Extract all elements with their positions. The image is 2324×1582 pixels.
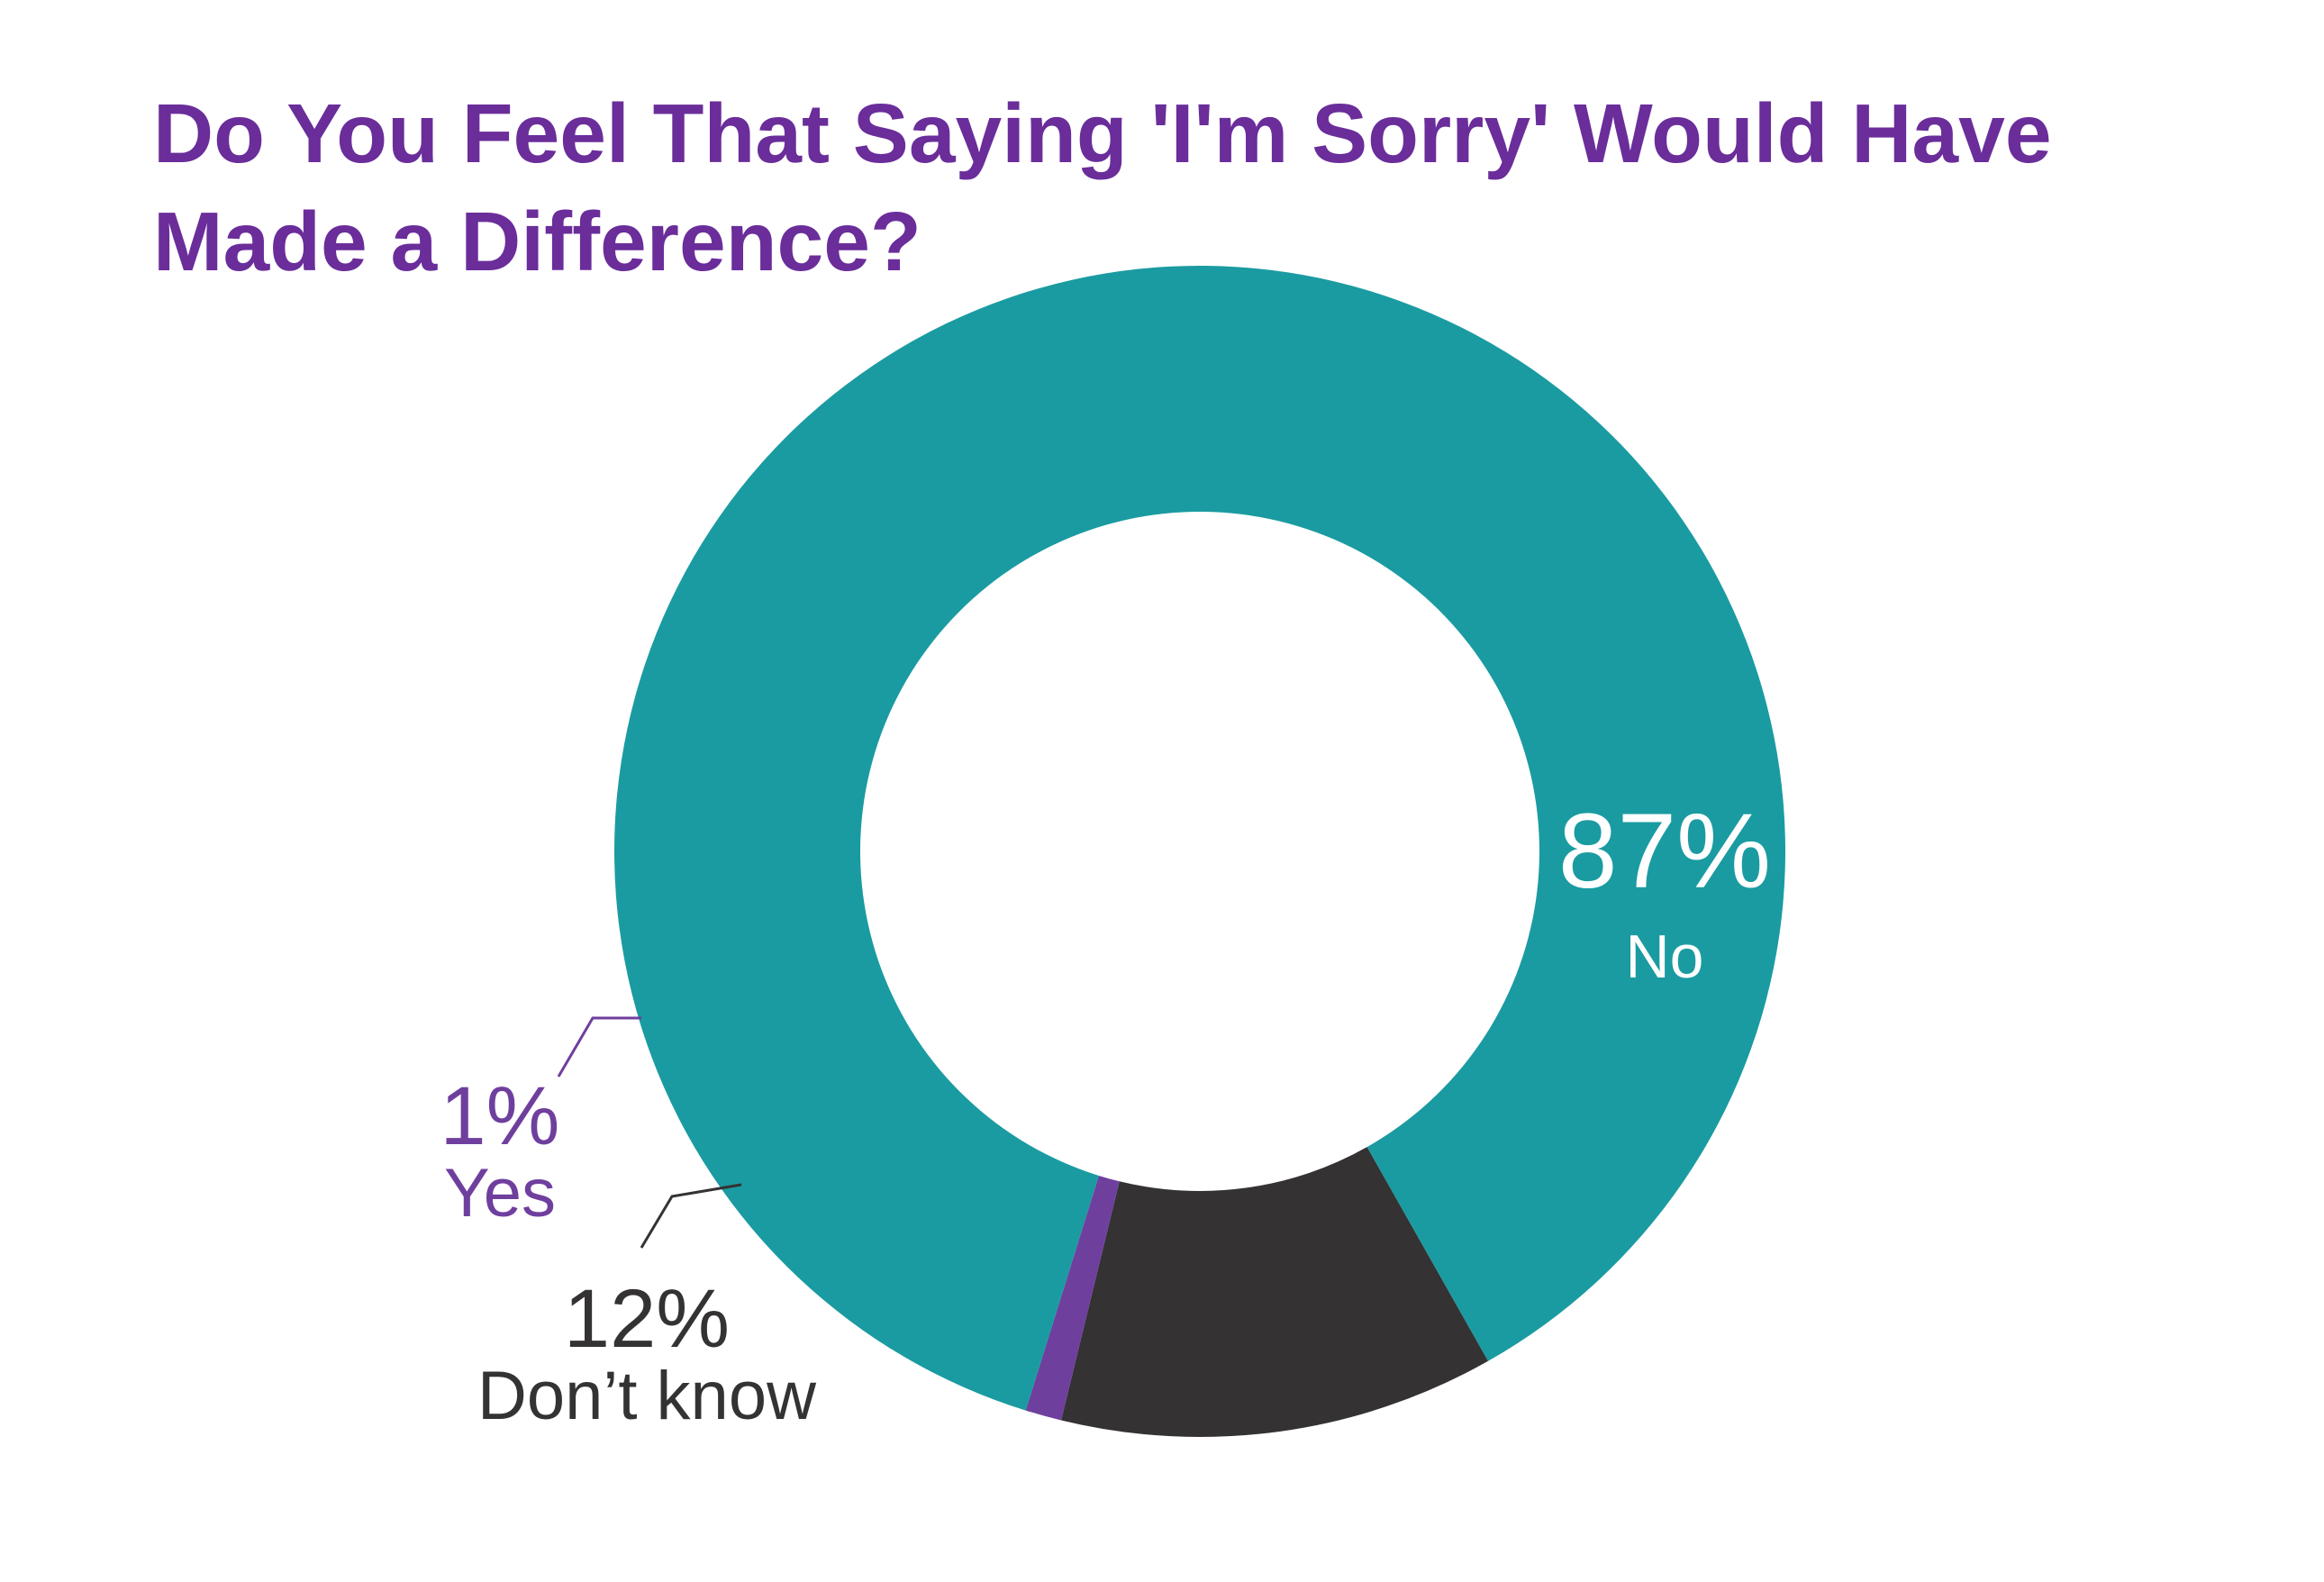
leader-line-yes bbox=[557, 1016, 641, 1077]
slice-value-no: 87% bbox=[1558, 792, 1771, 911]
chart-title: Do You Feel That Saying 'I'm Sorry' Woul… bbox=[153, 86, 2052, 288]
slice-label-don-t-know: Don’t know bbox=[477, 1358, 817, 1434]
leader-line-don-t-know bbox=[640, 1183, 742, 1249]
slice-value-yes: 1% bbox=[440, 1070, 560, 1162]
slice-no bbox=[614, 265, 1786, 1411]
donut-slices bbox=[614, 265, 1786, 1438]
leader-lines bbox=[557, 1016, 742, 1249]
slice-labels: 87% No 12%Don’t know 1%Yes bbox=[440, 792, 1772, 1434]
slice-value-don-t-know: 12% bbox=[564, 1273, 730, 1365]
slice-label-no: No bbox=[1626, 923, 1704, 991]
slice-label-yes: Yes bbox=[444, 1155, 556, 1232]
slice-don-t-know bbox=[1061, 1147, 1489, 1438]
slice-yes bbox=[1025, 1175, 1120, 1421]
